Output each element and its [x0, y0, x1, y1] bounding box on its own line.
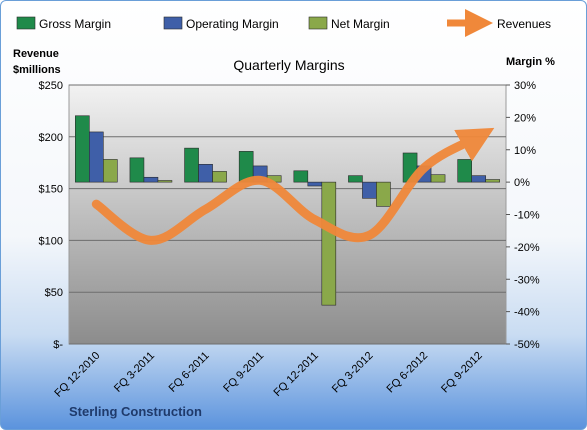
x-tick-label: FQ 3-2012: [330, 350, 376, 396]
bar-gross-margin: [293, 170, 309, 183]
bar-gross-margin: [348, 175, 363, 183]
x-tick-label: FQ 3-2011: [112, 350, 157, 395]
bar-operating-margin: [307, 181, 323, 187]
right-tick-label: -20%: [514, 242, 540, 254]
right-tick-label: -40%: [514, 307, 540, 319]
left-axis-title-line1: Revenue: [13, 48, 59, 60]
x-tick-label: FQ 12-2010: [52, 350, 102, 400]
right-axis-title: Margin %: [506, 56, 555, 68]
bar-operating-margin: [89, 131, 104, 183]
bar-gross-margin: [184, 147, 199, 183]
x-tick-label: FQ 9-2012: [439, 350, 485, 396]
plot-area: [68, 84, 507, 345]
bar-net-margin: [485, 179, 500, 183]
legend-label: Gross Margin: [39, 17, 111, 31]
bar-operating-margin: [198, 164, 213, 183]
right-tick-label: -10%: [514, 210, 540, 222]
bar-net-margin: [430, 174, 446, 183]
legend-label: Operating Margin: [186, 17, 279, 31]
bar-net-margin: [376, 181, 391, 207]
bar-operating-margin: [143, 176, 159, 183]
x-tick-label: FQ 12-2011: [272, 350, 321, 399]
bar-gross-margin: [457, 159, 472, 183]
chart-title: Quarterly Margins: [233, 57, 344, 73]
left-tick-label: $100: [39, 235, 63, 247]
left-tick-label: $-: [53, 339, 63, 351]
bar-gross-margin: [129, 157, 145, 183]
bar-net-margin: [212, 171, 227, 183]
left-tick-label: $250: [39, 80, 63, 92]
left-tick-label: $50: [45, 287, 63, 299]
legend-swatch: [308, 16, 328, 30]
revenue-line: [91, 127, 495, 245]
legend-label: Net Margin: [331, 17, 390, 31]
right-tick-label: 0%: [514, 177, 530, 189]
x-tick-label: FQ 6-2011: [167, 350, 212, 395]
x-tick-label: FQ 6-2012: [385, 350, 431, 396]
x-tick-label: FQ 9-2011: [221, 350, 266, 395]
left-tick-label: $200: [39, 132, 63, 144]
bar-operating-margin: [471, 175, 486, 183]
footer-label: Sterling Construction: [69, 404, 202, 419]
right-tick-label: -50%: [514, 339, 540, 351]
bar-net-margin: [321, 181, 337, 306]
left-tick-label: $150: [39, 184, 63, 196]
left-axis-title-line2: $millions: [13, 64, 61, 76]
right-tick-label: -30%: [514, 274, 540, 286]
bar-net-margin: [103, 159, 118, 183]
bar-operating-margin: [362, 181, 377, 199]
right-tick-label: 10%: [514, 145, 536, 157]
legend-swatch: [16, 16, 36, 30]
bar-gross-margin: [75, 115, 90, 183]
legend-label: Revenues: [497, 17, 551, 31]
right-tick-label: 20%: [514, 112, 536, 124]
right-tick-label: 30%: [514, 80, 536, 92]
legend-swatch: [163, 16, 183, 30]
bar-net-margin: [157, 180, 173, 183]
